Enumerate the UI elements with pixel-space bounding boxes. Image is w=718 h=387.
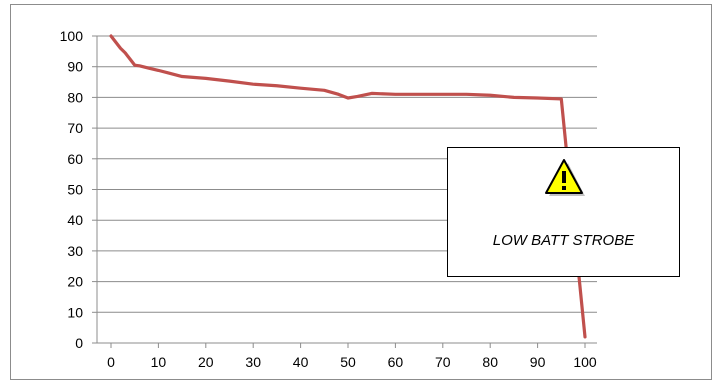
y-tick-label-40: 40	[67, 212, 83, 228]
y-tick-label-60: 60	[67, 151, 83, 167]
y-tick-label-0: 0	[75, 335, 83, 351]
x-tick-label-30: 30	[245, 354, 261, 370]
x-tick-label-10: 10	[151, 354, 167, 370]
series-line-0	[109, 34, 587, 339]
warning-triangle-icon	[545, 159, 585, 196]
y-tick-label-20: 20	[67, 274, 83, 290]
y-tick-label-50: 50	[67, 182, 83, 198]
y-tick-label-80: 80	[67, 89, 83, 105]
y-tick-label-70: 70	[67, 120, 83, 136]
low-battery-callout: LOW BATT STROBE	[447, 147, 680, 277]
y-tick-label-30: 30	[67, 243, 83, 259]
x-tick-label-70: 70	[435, 354, 451, 370]
x-tick-label-50: 50	[340, 354, 356, 370]
x-tick-label-0: 0	[107, 354, 115, 370]
x-tick-label-40: 40	[293, 354, 309, 370]
y-tick-label-10: 10	[67, 304, 83, 320]
x-tick-label-60: 60	[388, 354, 404, 370]
x-tick-label-20: 20	[198, 354, 214, 370]
x-tick-label-100: 100	[573, 354, 597, 370]
annotation-label: LOW BATT STROBE	[492, 232, 635, 249]
y-tick-label-100: 100	[60, 28, 84, 44]
x-tick-label-80: 80	[482, 354, 498, 370]
x-tick-label-90: 90	[530, 354, 546, 370]
y-tick-label-90: 90	[67, 59, 83, 75]
